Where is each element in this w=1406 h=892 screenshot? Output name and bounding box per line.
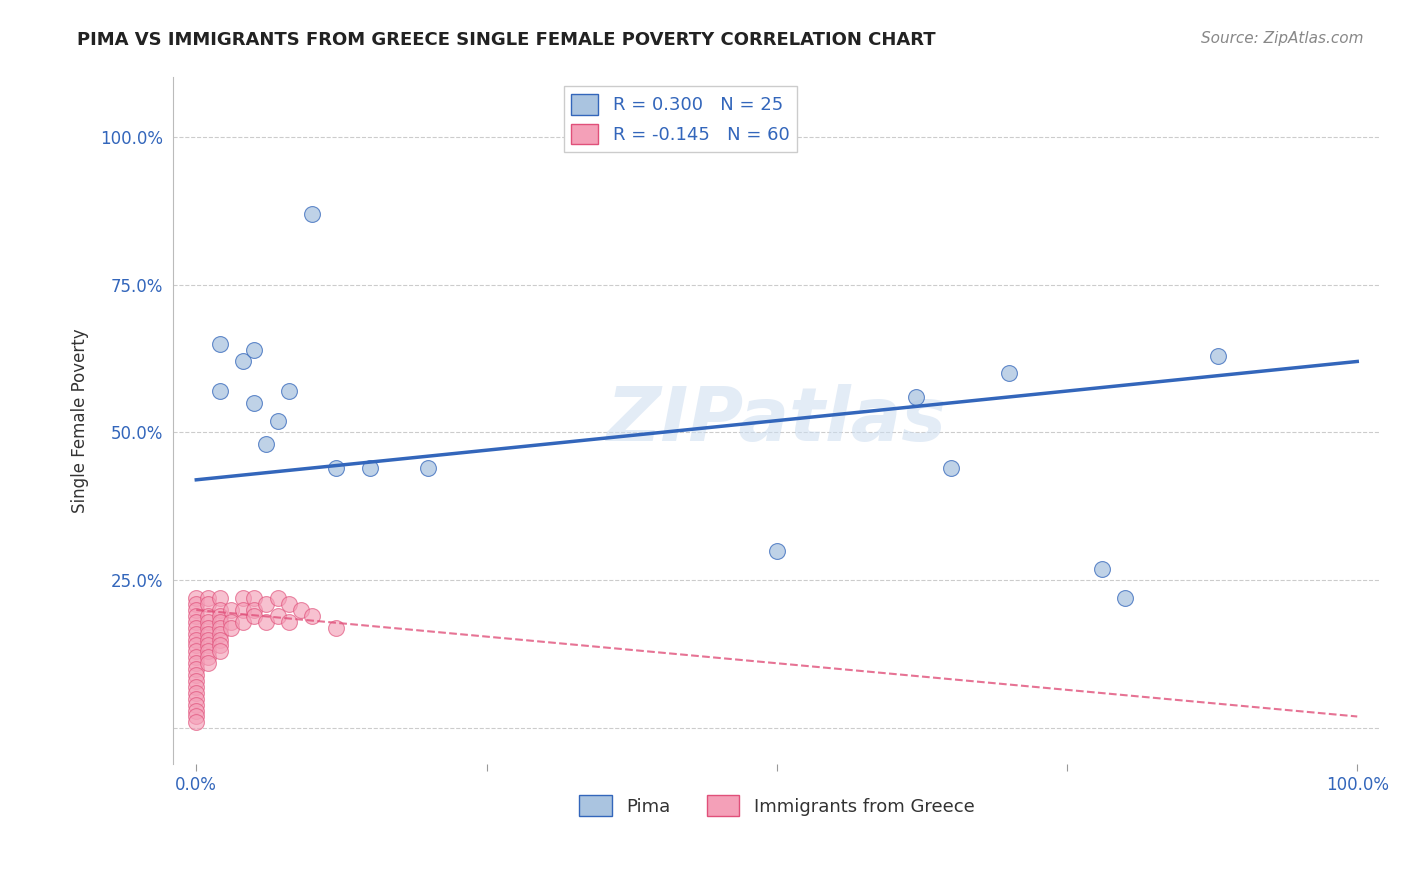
Point xyxy=(197,621,219,635)
Point xyxy=(905,390,928,404)
Point xyxy=(197,626,219,640)
Point xyxy=(208,626,231,640)
Point xyxy=(266,591,288,606)
Point xyxy=(186,691,208,706)
Point xyxy=(301,608,323,623)
Point xyxy=(186,632,208,647)
Point xyxy=(186,698,208,712)
Point xyxy=(765,543,787,558)
Point xyxy=(186,597,208,611)
Point xyxy=(208,644,231,658)
Point xyxy=(197,644,219,658)
Point xyxy=(186,704,208,718)
Point xyxy=(197,632,219,647)
Point xyxy=(266,414,288,428)
Point xyxy=(186,715,208,730)
Point xyxy=(186,626,208,640)
Point xyxy=(243,608,266,623)
Point xyxy=(186,668,208,682)
Point xyxy=(939,461,962,475)
Point xyxy=(197,591,219,606)
Text: PIMA VS IMMIGRANTS FROM GREECE SINGLE FEMALE POVERTY CORRELATION CHART: PIMA VS IMMIGRANTS FROM GREECE SINGLE FE… xyxy=(77,31,936,49)
Point xyxy=(208,603,231,617)
Point xyxy=(232,615,254,629)
Point xyxy=(186,644,208,658)
Point xyxy=(208,384,231,398)
Point xyxy=(418,461,440,475)
Point xyxy=(1114,591,1136,606)
Point xyxy=(232,603,254,617)
Y-axis label: Single Female Poverty: Single Female Poverty xyxy=(72,328,89,513)
Text: Source: ZipAtlas.com: Source: ZipAtlas.com xyxy=(1201,31,1364,46)
Point xyxy=(197,608,219,623)
Point xyxy=(254,597,277,611)
Point xyxy=(197,615,219,629)
Legend: Pima, Immigrants from Greece: Pima, Immigrants from Greece xyxy=(572,789,981,823)
Point xyxy=(243,591,266,606)
Point xyxy=(186,650,208,665)
Point xyxy=(232,354,254,368)
Point xyxy=(186,673,208,688)
Point xyxy=(208,615,231,629)
Point xyxy=(208,608,231,623)
Point xyxy=(197,650,219,665)
Point xyxy=(197,639,219,653)
Point xyxy=(243,343,266,357)
Point xyxy=(266,608,288,623)
Point xyxy=(186,709,208,723)
Point xyxy=(208,336,231,351)
Point xyxy=(186,662,208,676)
Point xyxy=(186,657,208,671)
Point xyxy=(219,621,242,635)
Point xyxy=(208,591,231,606)
Point xyxy=(186,603,208,617)
Point xyxy=(243,603,266,617)
Point xyxy=(219,603,242,617)
Point xyxy=(186,591,208,606)
Text: ZIPatlas: ZIPatlas xyxy=(607,384,946,457)
Point xyxy=(290,603,312,617)
Point xyxy=(301,206,323,220)
Point xyxy=(197,597,219,611)
Point xyxy=(232,591,254,606)
Point xyxy=(325,621,347,635)
Point xyxy=(186,680,208,694)
Point xyxy=(243,396,266,410)
Point xyxy=(197,657,219,671)
Point xyxy=(208,621,231,635)
Point xyxy=(208,632,231,647)
Point xyxy=(998,366,1021,380)
Point xyxy=(359,461,381,475)
Point xyxy=(186,608,208,623)
Point xyxy=(186,615,208,629)
Point xyxy=(186,639,208,653)
Point xyxy=(186,621,208,635)
Point xyxy=(278,597,301,611)
Point xyxy=(278,615,301,629)
Point xyxy=(208,639,231,653)
Point xyxy=(186,686,208,700)
Point xyxy=(1206,349,1229,363)
Point xyxy=(219,615,242,629)
Point xyxy=(278,384,301,398)
Point xyxy=(254,437,277,451)
Point xyxy=(254,615,277,629)
Point xyxy=(325,461,347,475)
Point xyxy=(1091,561,1114,575)
